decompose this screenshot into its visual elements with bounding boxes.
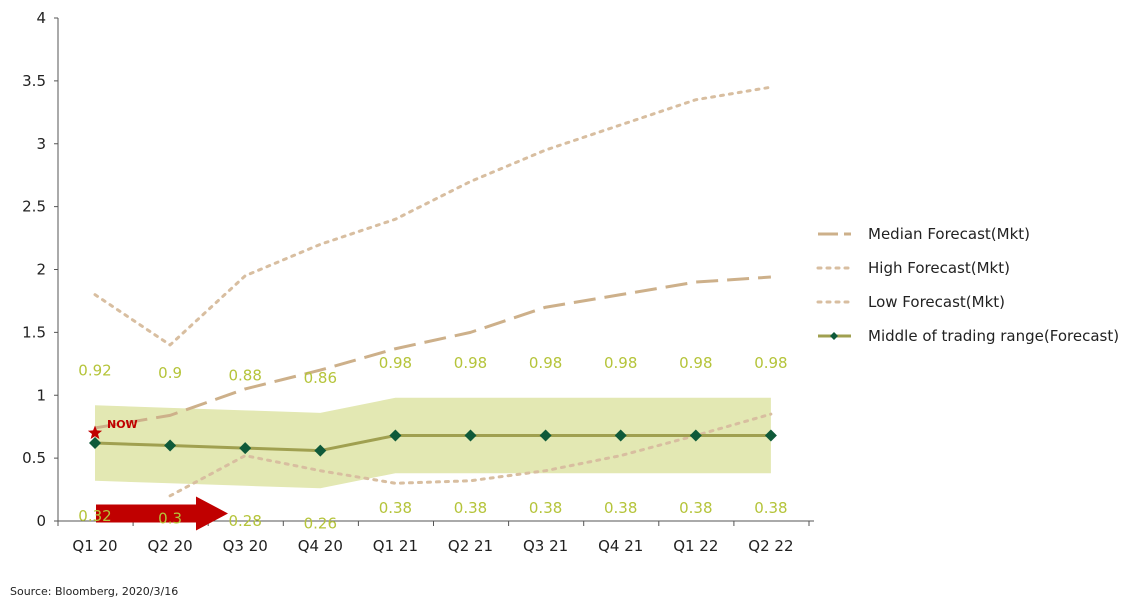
- series-point: [89, 437, 101, 450]
- x-tick-label: Q2 21: [448, 537, 493, 555]
- legend: Median Forecast(Mkt) High Forecast(Mkt) Lo…: [816, 225, 1119, 345]
- x-tick-label: Q2 20: [147, 537, 192, 555]
- lower-range-label: 0.28: [228, 512, 261, 530]
- y-tick-label: 2: [36, 261, 46, 279]
- lower-range-label: 0.38: [604, 499, 637, 517]
- series-line: [94, 433, 771, 453]
- x-tick-label: Q3 21: [523, 537, 568, 555]
- series-line: [168, 412, 773, 498]
- upper-range-label: 0.9: [158, 364, 182, 382]
- series-line: [93, 85, 773, 347]
- series-point: [314, 444, 327, 457]
- y-tick-label: 2.5: [22, 198, 46, 216]
- now-label: NOW: [107, 418, 138, 431]
- upper-range-label: 0.98: [604, 354, 637, 372]
- y-tick-label: 3.5: [22, 72, 46, 90]
- x-tick-label: Q1 20: [72, 537, 117, 555]
- lower-range-label: 0.32: [78, 507, 111, 525]
- series-point: [389, 429, 402, 442]
- upper-range-label: 0.98: [379, 354, 412, 372]
- upper-range-label: 0.98: [529, 354, 562, 372]
- upper-range-label: 0.98: [454, 354, 487, 372]
- series-point: [689, 429, 702, 442]
- lower-range-label: 0.38: [379, 499, 412, 517]
- lower-range-label: 0.38: [679, 499, 712, 517]
- x-tick-label: Q3 20: [223, 537, 268, 555]
- series-layer: [89, 85, 777, 531]
- label-layer: NOW 0.92 0.9 0.88 0.86 0.98 0.98 0.98 0.98 0.98 0.…: [78, 354, 787, 533]
- series-point: [764, 429, 777, 442]
- x-tick-label: Q4 21: [598, 537, 643, 555]
- x-tick-label: Q2 22: [748, 537, 793, 555]
- now-star-icon: [87, 425, 103, 439]
- lower-range-label: 0.38: [529, 499, 562, 517]
- axis-layer: 0 0.5 1 1.5 2 2.5 3 3.5 4 Q1 20 Q2 20 Q3 20 Q4 20 Q1 …: [22, 9, 814, 555]
- trading-range-band-layer: [95, 397, 771, 489]
- red-arrow: [96, 496, 228, 531]
- legend-label: High Forecast(Mkt): [868, 259, 1010, 277]
- series-point: [239, 442, 252, 455]
- upper-range-label: 0.92: [78, 361, 111, 379]
- lower-range-label: 0.26: [304, 514, 337, 532]
- y-tick-label: 1: [36, 386, 46, 404]
- y-tick-label: 0.5: [22, 449, 46, 467]
- legend-marker: [830, 332, 838, 340]
- series-point: [164, 439, 177, 452]
- series-line: [94, 275, 772, 430]
- x-tick-label: Q1 22: [673, 537, 718, 555]
- upper-range-label: 0.98: [679, 354, 712, 372]
- x-tick-label: Q4 20: [298, 537, 343, 555]
- source-note: Source: Bloomberg, 2020/3/16: [10, 585, 179, 598]
- trading-range-band: [95, 397, 771, 489]
- y-tick-label: 1.5: [22, 323, 46, 341]
- y-tick-label: 0: [36, 512, 46, 530]
- upper-range-label: 0.88: [228, 366, 261, 384]
- lower-range-label: 0.38: [454, 499, 487, 517]
- legend-label: Middle of trading range(Forecast): [868, 327, 1119, 345]
- series-point: [539, 429, 552, 442]
- upper-range-label: 0.86: [304, 369, 337, 387]
- legend-label: Low Forecast(Mkt): [868, 293, 1005, 311]
- y-tick-label: 4: [36, 9, 46, 27]
- legend-label: Median Forecast(Mkt): [868, 225, 1030, 243]
- x-tick-label: Q1 21: [373, 537, 418, 555]
- lower-range-label: 0.3: [158, 509, 182, 527]
- upper-range-label: 0.98: [754, 354, 787, 372]
- series-point: [614, 429, 627, 442]
- series-point: [464, 429, 477, 442]
- lower-range-label: 0.38: [754, 499, 787, 517]
- y-tick-label: 3: [36, 135, 46, 153]
